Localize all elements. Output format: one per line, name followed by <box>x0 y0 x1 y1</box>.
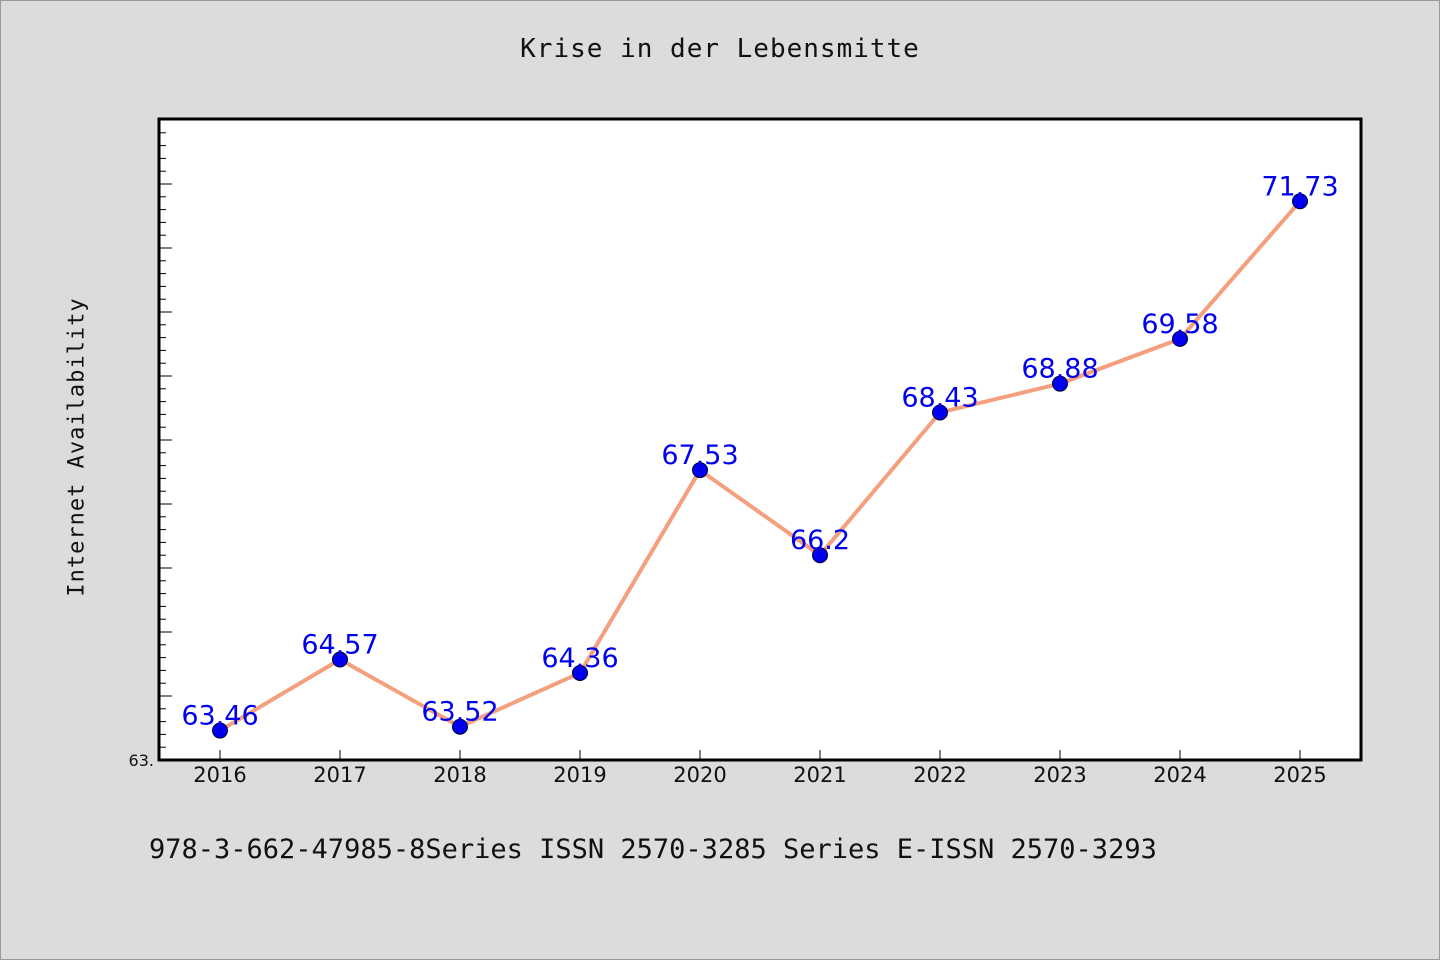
x-tick-label: 2020 <box>673 763 726 787</box>
data-point <box>1292 193 1308 210</box>
data-point <box>692 462 708 479</box>
x-tick-label: 2016 <box>193 763 246 787</box>
chart-title: Krise in der Lebensmitte <box>520 34 920 64</box>
data-point <box>1052 375 1068 392</box>
data-point <box>1172 330 1188 347</box>
data-label: 69.58 <box>1141 309 1218 340</box>
data-point <box>572 664 588 681</box>
data-point <box>332 651 348 668</box>
data-label: 63.46 <box>181 701 258 732</box>
x-tick-label: 2025 <box>1273 763 1326 787</box>
x-tick-label: 2024 <box>1153 763 1206 787</box>
x-tick-label: 2021 <box>793 763 846 787</box>
plot-area <box>157 117 1363 762</box>
data-label: 67.53 <box>661 440 738 471</box>
data-points <box>212 193 1308 739</box>
data-label: 68.88 <box>1021 354 1098 385</box>
data-label: 68.43 <box>901 382 978 413</box>
data-labels: 63.46 64.57 63.52 64.36 67.53 66.2 68.43 68.88 6… <box>181 171 1338 731</box>
data-label: 71.73 <box>1261 171 1338 202</box>
data-label: 64.36 <box>541 643 618 674</box>
data-point <box>212 722 228 739</box>
x-tick-label: 2017 <box>313 763 366 787</box>
data-point <box>932 404 948 421</box>
x-axis-ticks: 2016 2017 2018 2019 2020 2021 2022 2023 2024 2025 <box>193 750 1327 787</box>
x-tick-label: 2023 <box>1033 763 1086 787</box>
data-point <box>812 547 828 564</box>
series-line <box>218 199 1302 733</box>
x-tick-label: 2019 <box>553 763 606 787</box>
x-tick-label: 2018 <box>433 763 486 787</box>
y-axis-ticks: 63. <box>129 132 172 770</box>
x-tick-label: 2022 <box>913 763 966 787</box>
y-tick-label: 63. <box>129 751 154 770</box>
data-point <box>452 718 468 735</box>
footer-isbn-text: 978-3-662-47985-8Series ISSN 2570-3285 S… <box>149 834 1157 865</box>
data-label: 64.57 <box>301 630 378 661</box>
data-label: 66.2 <box>790 525 850 556</box>
data-label: 63.52 <box>421 697 498 728</box>
